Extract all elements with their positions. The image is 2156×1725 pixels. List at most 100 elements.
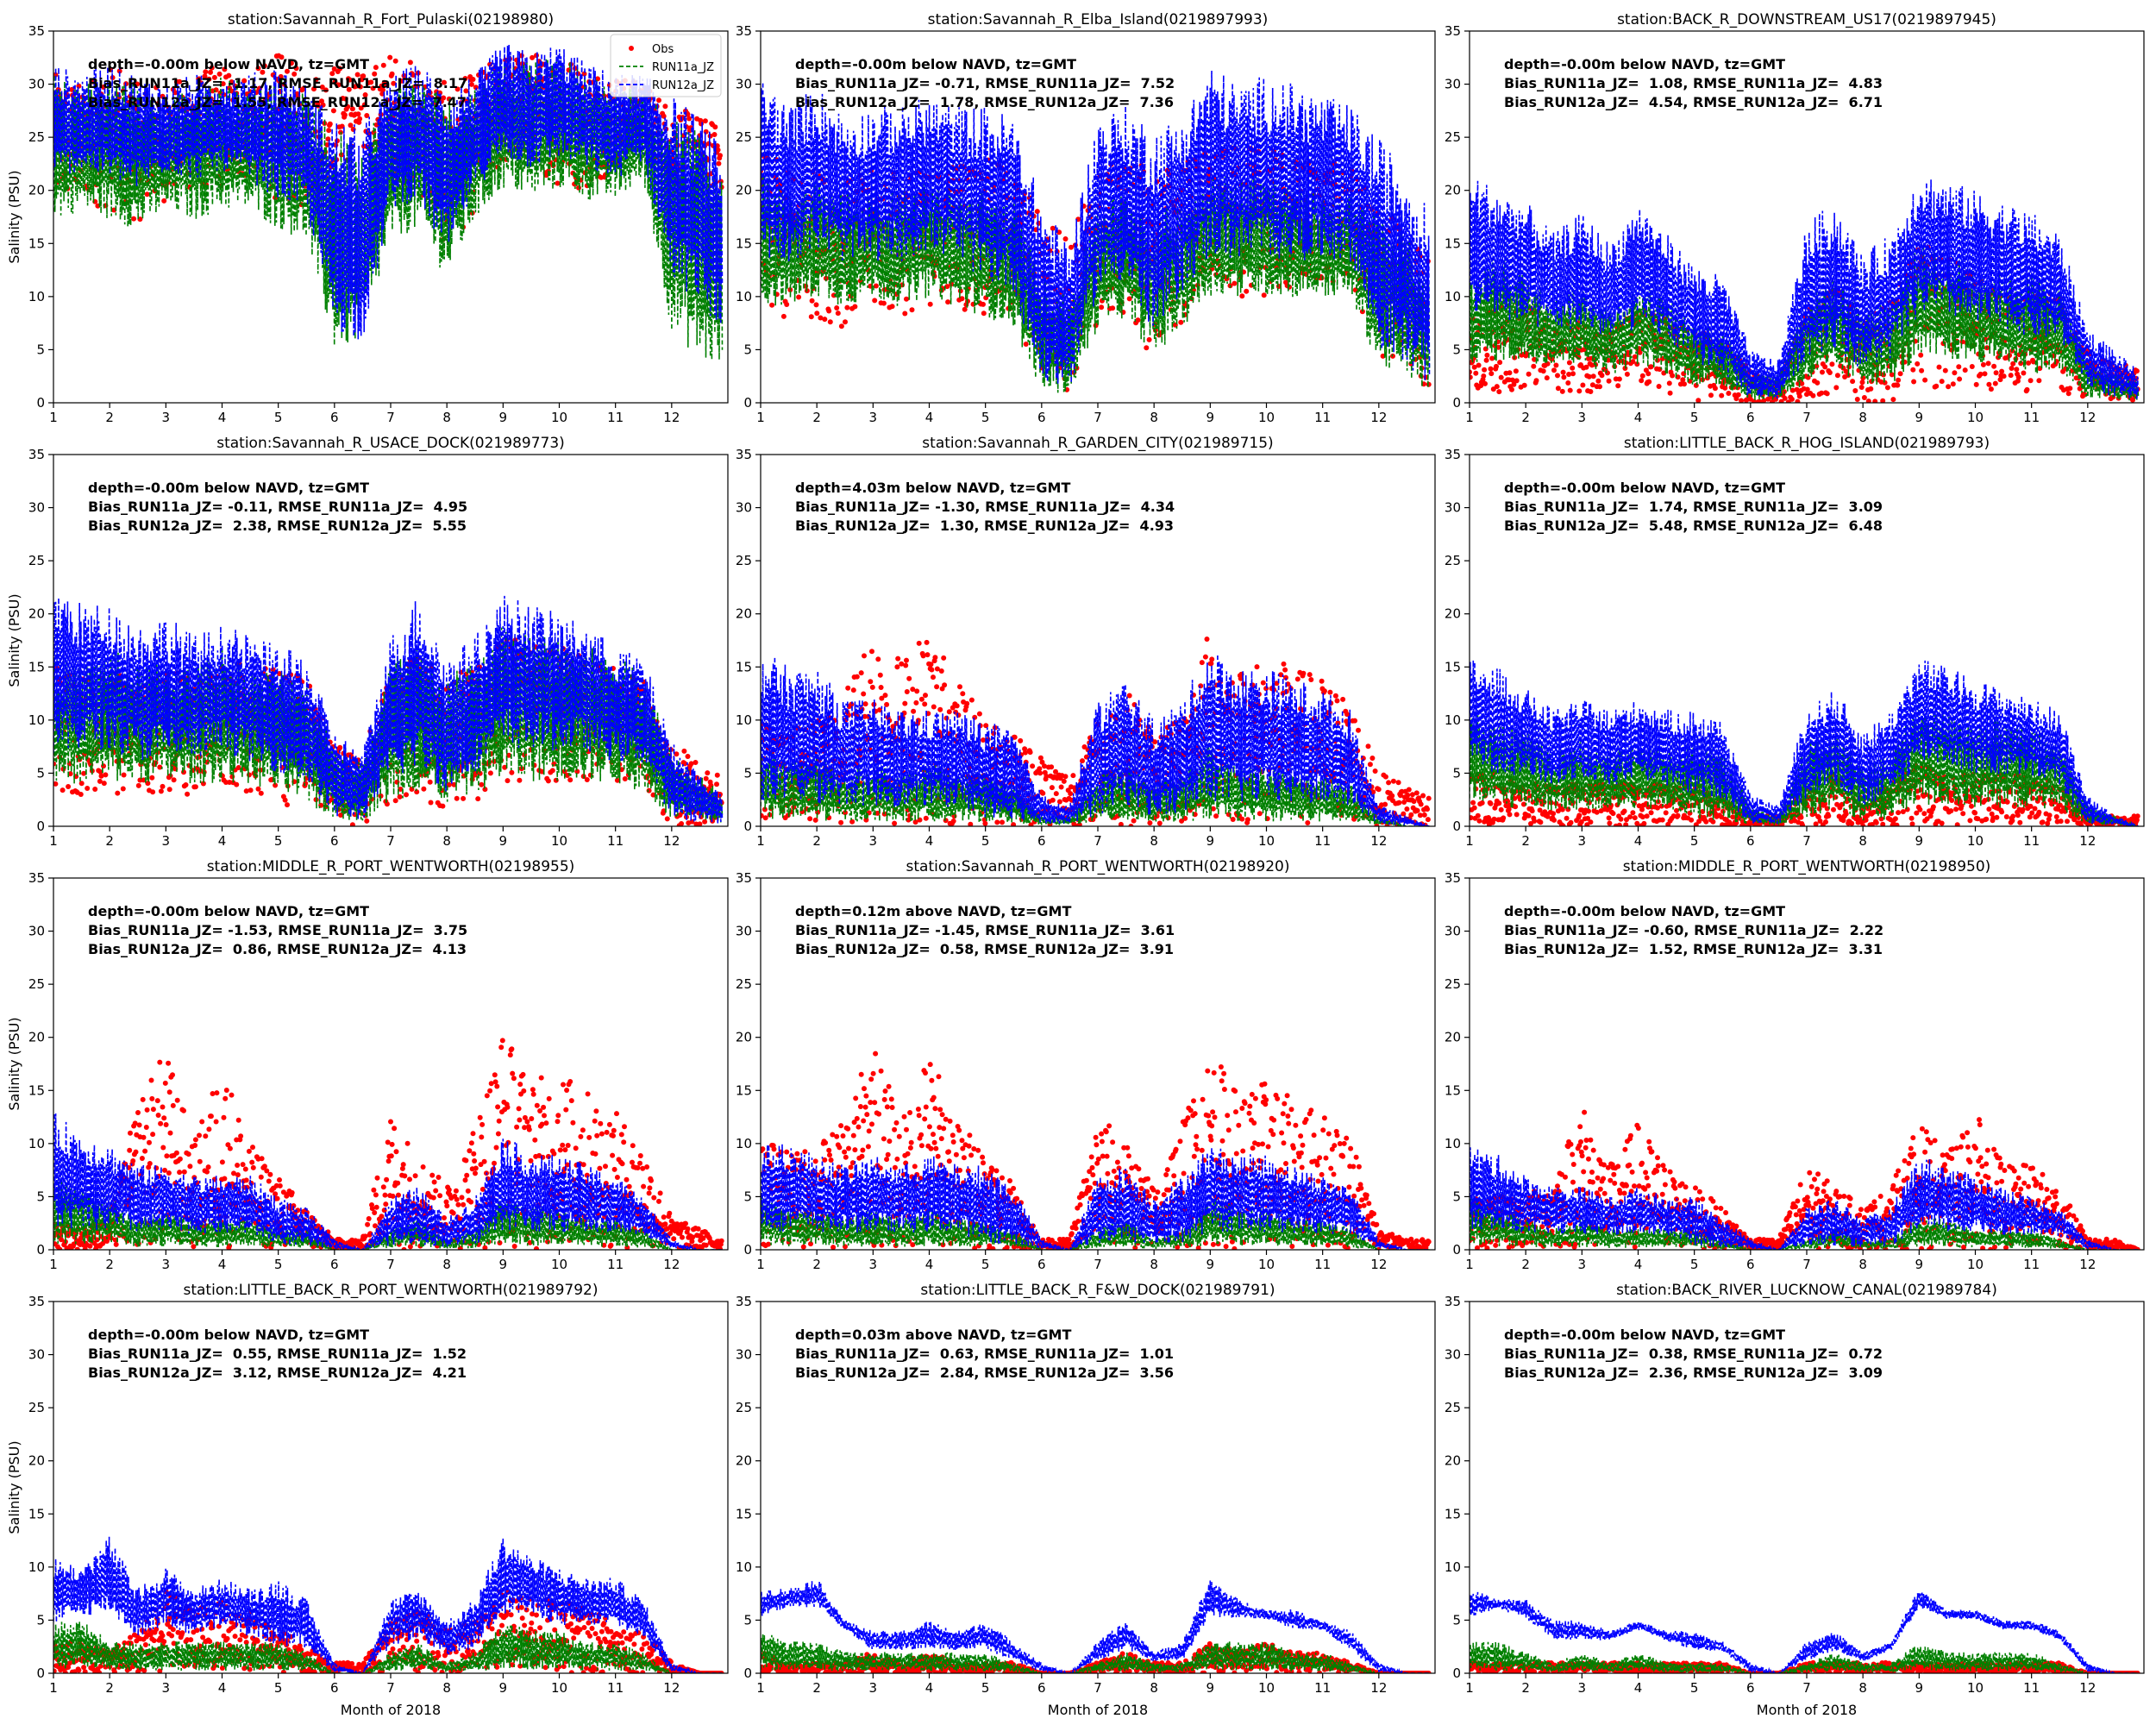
obs-point: [440, 803, 446, 809]
obs-point: [1068, 791, 1074, 797]
x-tick-label: 12: [1370, 410, 1387, 425]
obs-point: [357, 116, 363, 122]
obs-point: [1050, 225, 1056, 231]
obs-point: [813, 302, 819, 308]
obs-point: [150, 789, 156, 795]
x-tick-label: 12: [2079, 410, 2096, 425]
obs-point: [981, 737, 986, 743]
obs-point: [1560, 369, 1566, 375]
obs-point: [1308, 677, 1314, 682]
x-tick-label: 9: [499, 833, 508, 849]
x-tick-label: 5: [1690, 410, 1699, 425]
x-tick-label: 4: [218, 410, 227, 425]
y-tick-label: 35: [736, 23, 752, 39]
obs-point: [1934, 383, 1940, 389]
obs-point: [387, 54, 393, 60]
x-tick-label: 9: [499, 410, 508, 425]
obs-point: [397, 794, 403, 800]
obs-point: [326, 128, 332, 134]
y-tick-label: 25: [736, 129, 752, 145]
obs-point: [1037, 770, 1044, 776]
obs-point: [699, 121, 704, 127]
obs-point: [902, 700, 908, 706]
obs-point: [1561, 374, 1567, 380]
obs-point: [1414, 807, 1420, 813]
obs-point: [822, 317, 828, 323]
obs-point: [1040, 790, 1046, 796]
obs-point: [1389, 793, 1395, 799]
obs-point: [1540, 368, 1546, 374]
obs-point: [470, 77, 476, 82]
obs-point: [1570, 365, 1576, 371]
obs-point: [1482, 380, 1488, 386]
obs-point: [115, 790, 121, 796]
obs-point: [1822, 364, 1828, 370]
obs-point: [1555, 373, 1560, 379]
obs-point: [889, 304, 895, 310]
obs-point: [1421, 812, 1427, 818]
obs-point: [116, 68, 122, 74]
obs-point: [1049, 785, 1055, 791]
obs-point: [567, 777, 573, 783]
obs-point: [845, 685, 851, 691]
obs-point: [120, 786, 126, 792]
obs-point: [703, 129, 709, 135]
obs-point: [509, 769, 515, 775]
obs-point: [1666, 380, 1672, 386]
x-tick-label: 11: [1314, 833, 1331, 849]
x-tick-label: 8: [1150, 410, 1158, 425]
obs-point: [1382, 801, 1388, 807]
obs-point: [1062, 236, 1069, 242]
obs-point: [1922, 377, 1928, 383]
x-tick-label: 6: [1037, 833, 1046, 849]
obs-point: [714, 772, 720, 778]
obs-point: [1911, 379, 1917, 385]
obs-point: [968, 697, 975, 703]
obs-point: [342, 112, 348, 118]
obs-point: [1782, 395, 1788, 401]
obs-point: [1980, 361, 1986, 367]
obs-point: [2015, 374, 2021, 380]
obs-point: [762, 815, 768, 821]
stats-line: depth=-0.00m below NAVD, tz=GMT: [1504, 56, 1785, 72]
stats-line: Bias_RUN11a_JZ= -0.71, RMSE_RUN11a_JZ= 7…: [795, 75, 1175, 91]
obs-point: [1570, 371, 1576, 377]
obs-point: [1962, 367, 1968, 373]
y-tick-label: 20: [28, 183, 45, 198]
obs-point: [1473, 370, 1479, 376]
panel-title: station:Savannah_R_Fort_Pulaski(02198980…: [228, 11, 554, 28]
obs-point: [1992, 380, 1998, 386]
obs-point: [711, 132, 718, 137]
obs-point: [1198, 683, 1204, 689]
obs-point: [2008, 373, 2014, 379]
obs-point: [181, 769, 186, 775]
obs-point: [1827, 370, 1833, 375]
stats-line: Bias_RUN11a_JZ= 1.08, RMSE_RUN11a_JZ= 4.…: [1504, 75, 1883, 91]
obs-point: [769, 302, 775, 308]
obs-point: [903, 662, 909, 668]
obs-point: [255, 786, 261, 792]
obs-point: [929, 667, 935, 673]
obs-point: [1061, 778, 1067, 784]
obs-point: [1334, 698, 1340, 704]
obs-point: [1494, 363, 1499, 369]
plot-area: [53, 595, 724, 826]
obs-point: [1199, 660, 1205, 666]
obs-point: [1356, 727, 1361, 733]
obs-point: [2001, 373, 2007, 380]
y-tick-label: 30: [1445, 77, 1461, 92]
plot-area: [1470, 179, 2140, 403]
obs-point: [1425, 817, 1431, 823]
x-tick-label: 8: [1858, 410, 1867, 425]
obs-point: [1956, 364, 1962, 370]
x-tick-label: 1: [756, 833, 765, 849]
obs-point: [1126, 296, 1132, 302]
y-axis-label: Salinity (PSU): [6, 170, 22, 263]
obs-point: [1693, 382, 1699, 388]
obs-point: [2028, 378, 2034, 384]
obs-point: [931, 704, 937, 710]
obs-point: [1489, 371, 1495, 377]
obs-point: [66, 784, 72, 789]
obs-point: [2009, 366, 2015, 371]
